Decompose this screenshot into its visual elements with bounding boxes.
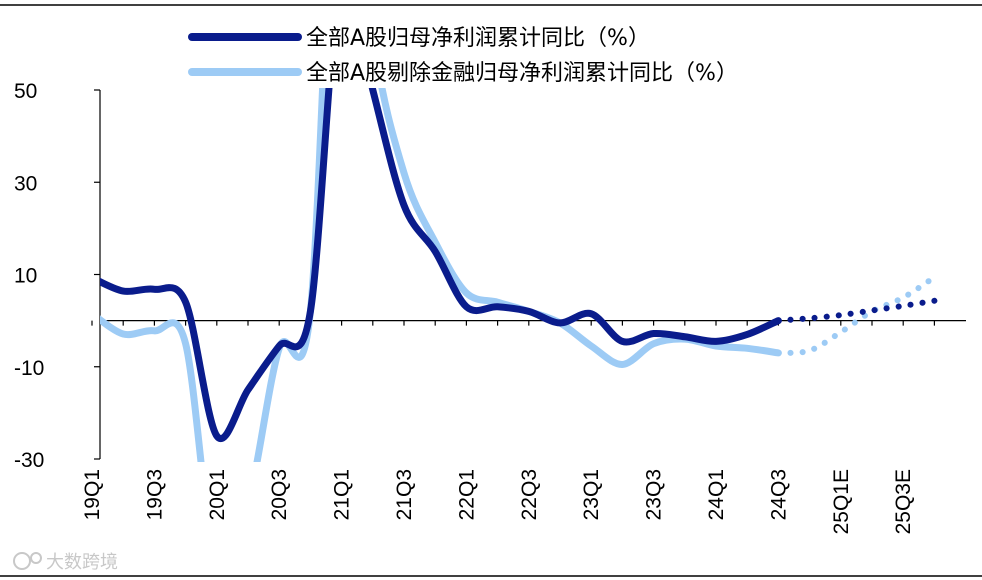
y-tick-label: 30 (14, 172, 37, 195)
x-tick-label: 19Q1 (81, 469, 104, 520)
y-tick-label: -10 (14, 357, 44, 380)
x-tick-label: 20Q1 (206, 469, 229, 520)
x-tick-label: 24Q1 (705, 469, 728, 520)
series-1-line (100, 88, 782, 442)
legend: 全部A股归母净利润累计同比（%） 全部A股剔除金融归母净利润累计同比（%） (188, 26, 738, 86)
x-tick-label: 22Q1 (455, 469, 478, 520)
x-tick-label: 21Q1 (331, 469, 354, 520)
watermark-text: 大数跨境 (46, 552, 118, 573)
x-tick-label: 23Q3 (643, 469, 666, 520)
x-tick-label: 23Q1 (580, 469, 603, 520)
plot-area (100, 88, 938, 462)
legend-label-series-1: 全部A股归母净利润累计同比（%） (306, 26, 650, 51)
watermark: 大数跨境 (13, 552, 118, 573)
x-tick-label: 21Q3 (393, 469, 416, 520)
series-1-forecast-line (775, 297, 938, 324)
x-tick-label: 25Q3E (892, 469, 915, 534)
y-tick-label: 50 (14, 80, 37, 103)
y-axis: 50 30 10 -10 -30 (14, 80, 101, 472)
y-tick-label: 10 (14, 265, 37, 288)
x-axis: 19Q1 19Q3 20Q1 20Q3 21Q1 21Q3 22Q1 22Q3 23Q1 23Q3… (81, 320, 966, 534)
series-2-forecast-line (775, 274, 938, 356)
series-2-line (100, 88, 782, 462)
legend-label-series-2: 全部A股剔除金融归母净利润累计同比（%） (306, 61, 738, 86)
y-tick-label: -30 (14, 449, 44, 472)
x-tick-label: 19Q3 (143, 469, 166, 520)
x-tick-label: 24Q3 (767, 469, 790, 520)
x-tick-label: 22Q3 (518, 469, 541, 520)
x-tick-label: 20Q3 (268, 469, 291, 520)
x-tick-label: 25Q1E (830, 469, 853, 534)
watermark-logo-icon (13, 552, 31, 570)
